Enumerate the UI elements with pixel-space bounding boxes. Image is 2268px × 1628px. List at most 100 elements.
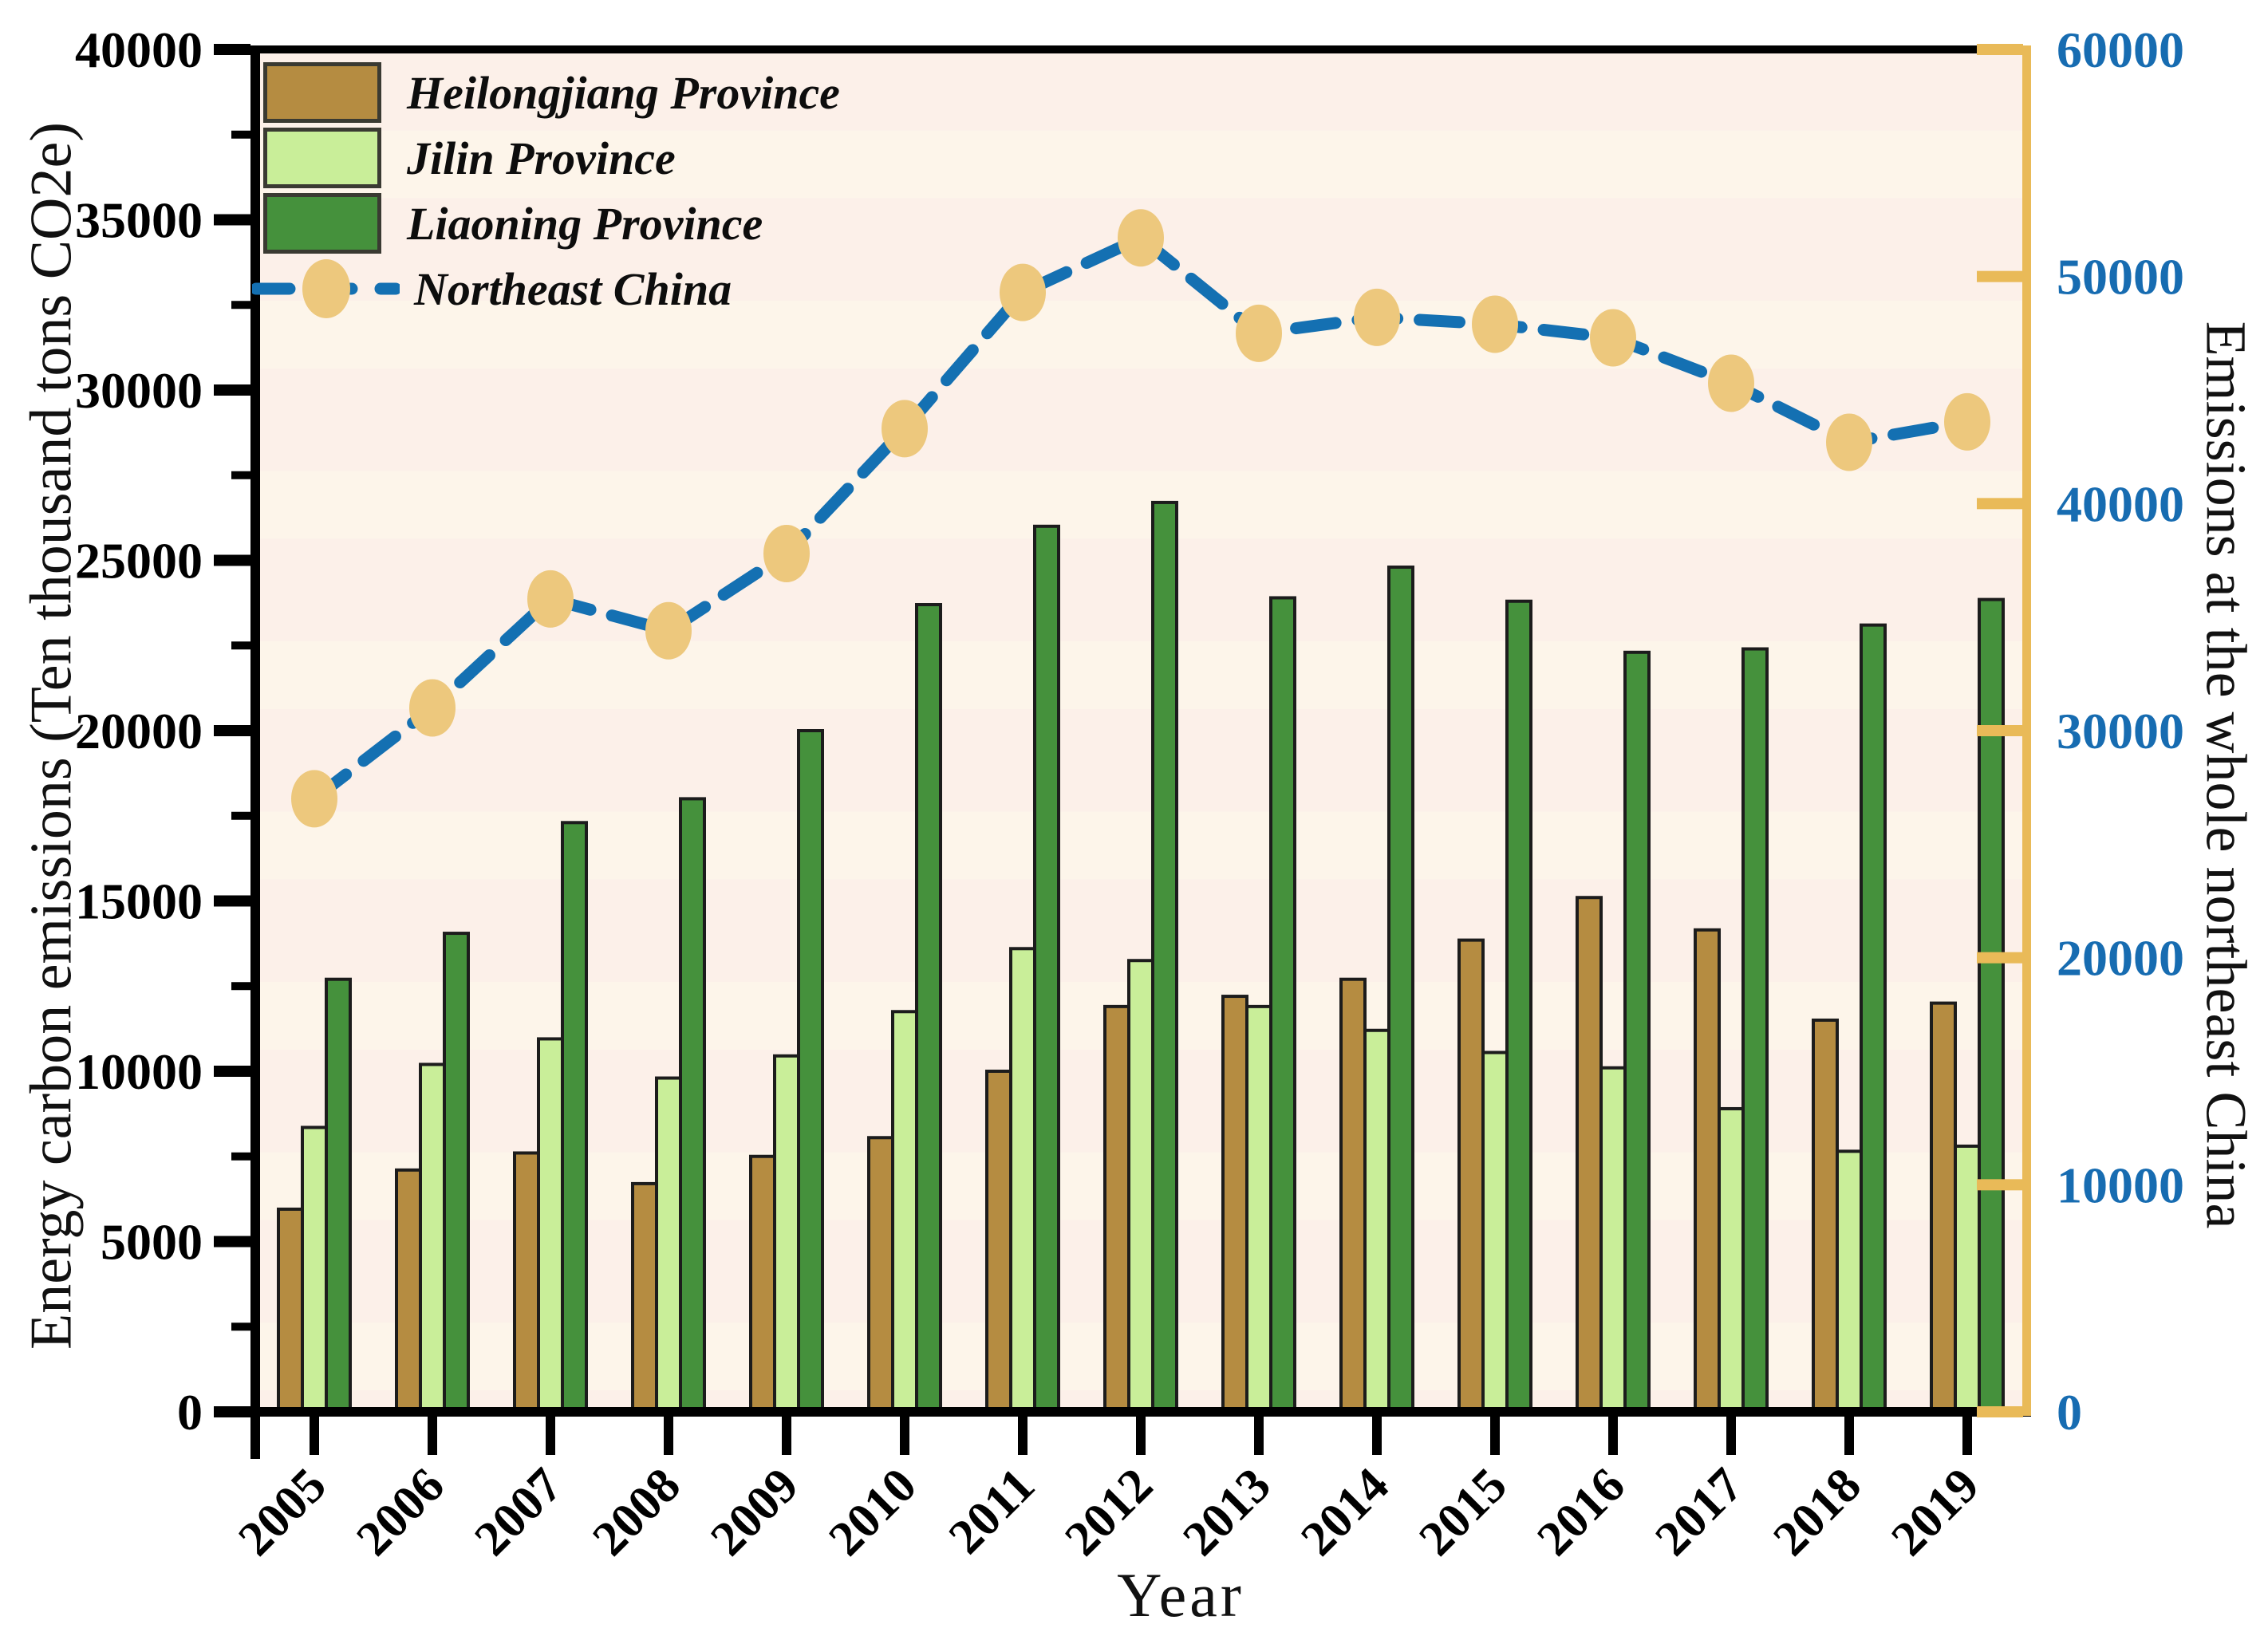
- right-major-tick: [1977, 44, 2023, 55]
- bar-liaoning-2012: [1151, 500, 1178, 1413]
- left-tick-label: 20000: [75, 703, 203, 759]
- x-tick-label: 2009: [700, 1458, 809, 1567]
- right-tick-label: 60000: [2057, 22, 2184, 78]
- bar-jilin-2005: [301, 1125, 328, 1413]
- x-tick: [1254, 1417, 1264, 1455]
- bar-liaoning-2010: [915, 603, 942, 1413]
- left-minor-tick: [231, 471, 250, 479]
- bar-liaoning-2013: [1269, 596, 1296, 1413]
- bar-jilin-2011: [1009, 947, 1036, 1413]
- right-major-tick: [1977, 498, 2023, 510]
- bar-heilongjiang-2010: [867, 1136, 894, 1413]
- line-marker-2008: [645, 601, 692, 660]
- bar-liaoning-2007: [561, 821, 588, 1414]
- x-tick: [900, 1417, 909, 1455]
- bar-liaoning-2016: [1623, 650, 1651, 1413]
- right-axis-title: Emissions at the whole northeast China: [2194, 321, 2258, 1229]
- left-axis-title: Energy carbon emissions (Ten thousand to…: [18, 122, 85, 1350]
- legend-item-heilongjiang: Heilongjiang Province: [263, 62, 840, 123]
- x-tick-label: 2010: [818, 1458, 927, 1567]
- bar-heilongjiang-2013: [1221, 995, 1248, 1414]
- legend-label: Heilongjiang Province: [407, 66, 840, 119]
- right-tick-label: 40000: [2057, 475, 2184, 532]
- bar-jilin-2018: [1836, 1149, 1863, 1413]
- line-marker-2006: [409, 679, 456, 737]
- left-tick-label: 0: [177, 1384, 203, 1441]
- background-band: [255, 471, 2026, 539]
- right-tick-label: 20000: [2057, 930, 2184, 987]
- dashed-line-marker-icon: [252, 259, 400, 318]
- x-tick: [1608, 1417, 1618, 1455]
- x-tick-label: 2012: [1055, 1458, 1163, 1567]
- bar-liaoning-2014: [1387, 566, 1414, 1413]
- jilin-swatch-icon: [263, 128, 381, 188]
- left-major-tick: [214, 725, 250, 736]
- bar-heilongjiang-2005: [277, 1207, 304, 1414]
- bar-heilongjiang-2014: [1339, 977, 1367, 1413]
- left-tick-label: 35000: [75, 192, 203, 249]
- bar-liaoning-2005: [325, 977, 352, 1413]
- right-major-tick: [1977, 952, 2023, 964]
- left-minor-tick: [231, 130, 250, 139]
- x-tick-label: 2017: [1645, 1458, 1753, 1567]
- x-tick-label: 2011: [939, 1458, 1045, 1564]
- left-minor-tick: [231, 301, 250, 309]
- legend-item-liaoning: Liaoning Province: [263, 193, 763, 254]
- left-major-tick: [214, 554, 250, 566]
- bar-jilin-2007: [537, 1037, 564, 1414]
- bar-jilin-2010: [891, 1010, 918, 1414]
- right-major-tick: [1977, 270, 2023, 282]
- bar-heilongjiang-2012: [1103, 1004, 1130, 1413]
- left-minor-tick: [231, 811, 250, 820]
- legend-label: Jilin Province: [407, 132, 676, 184]
- x-tick: [664, 1417, 673, 1455]
- left-major-tick: [214, 1406, 250, 1417]
- left-major-tick: [214, 214, 250, 226]
- left-major-tick: [214, 895, 250, 907]
- x-tick: [310, 1417, 319, 1455]
- line-marker-2018: [1826, 413, 1872, 471]
- legend-item-jilin: Jilin Province: [263, 128, 676, 188]
- x-tick-label: 2016: [1527, 1458, 1635, 1567]
- bottom-spine: [250, 1407, 2031, 1417]
- bar-heilongjiang-2011: [985, 1070, 1012, 1413]
- bar-jilin-2012: [1127, 959, 1154, 1413]
- bar-jilin-2017: [1718, 1106, 1745, 1413]
- line-marker-2011: [1000, 263, 1046, 321]
- bar-jilin-2013: [1245, 1004, 1272, 1413]
- left-tick-label: 25000: [75, 533, 203, 589]
- bar-liaoning-2015: [1505, 599, 1532, 1413]
- x-tick-label: 2005: [228, 1458, 337, 1567]
- x-tick: [1018, 1417, 1028, 1455]
- bar-jilin-2019: [1954, 1144, 1981, 1413]
- x-tick-label: 2014: [1291, 1458, 1399, 1567]
- left-spine: [250, 45, 260, 1459]
- bar-heilongjiang-2007: [513, 1151, 540, 1413]
- bar-liaoning-2009: [797, 729, 824, 1413]
- x-tick: [1372, 1417, 1382, 1455]
- left-tick-label: 40000: [75, 22, 203, 78]
- line-marker-2007: [527, 570, 574, 628]
- x-tick: [782, 1417, 791, 1455]
- right-major-tick: [1977, 1179, 2023, 1191]
- left-tick-label: 5000: [101, 1214, 203, 1271]
- bar-heilongjiang-2017: [1694, 928, 1721, 1414]
- x-tick: [1844, 1417, 1854, 1455]
- line-marker-2005: [291, 770, 337, 828]
- x-tick-label: 2006: [346, 1458, 455, 1567]
- bar-heilongjiang-2015: [1457, 938, 1485, 1413]
- bar-jilin-2006: [419, 1062, 446, 1413]
- bar-jilin-2016: [1599, 1066, 1627, 1413]
- left-minor-tick: [231, 1323, 250, 1331]
- line-marker-2009: [763, 524, 810, 582]
- bar-heilongjiang-2006: [395, 1168, 422, 1413]
- x-tick-label: 2013: [1173, 1458, 1281, 1567]
- bar-heilongjiang-2016: [1576, 896, 1603, 1413]
- line-marker-2016: [1590, 309, 1636, 367]
- bar-liaoning-2019: [1978, 597, 2005, 1413]
- x-tick-label: 2007: [464, 1458, 573, 1567]
- left-tick-label: 15000: [75, 873, 203, 930]
- bar-jilin-2014: [1363, 1028, 1390, 1413]
